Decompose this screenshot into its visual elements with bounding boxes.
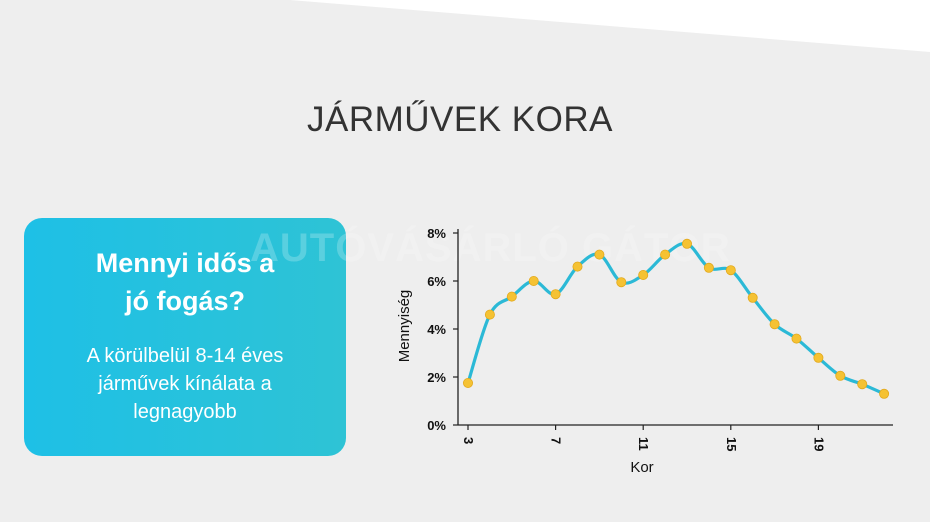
data-point xyxy=(725,265,736,276)
data-point xyxy=(682,238,693,249)
data-point xyxy=(835,370,846,381)
x-tick-label: 11 xyxy=(636,437,651,451)
series-line xyxy=(466,241,885,396)
y-tick-label: 8% xyxy=(427,226,446,241)
data-point xyxy=(462,377,473,388)
data-point xyxy=(616,277,627,288)
data-point xyxy=(638,269,649,280)
x-axis-label: Kor xyxy=(630,459,653,476)
data-point xyxy=(879,388,890,399)
data-point xyxy=(484,309,495,320)
y-tick-label: 6% xyxy=(427,274,446,289)
data-point xyxy=(528,275,539,286)
card-text-line-2: járművek kínálata a xyxy=(98,373,272,395)
y-tick-label: 2% xyxy=(427,370,446,385)
y-tick-label: 0% xyxy=(427,418,446,433)
card-text-line-3: legnagyobb xyxy=(133,401,237,423)
data-point xyxy=(747,292,758,303)
card-heading: Mennyi idős a jó fogás? xyxy=(44,244,326,320)
data-point xyxy=(813,352,824,363)
data-point xyxy=(594,249,605,260)
x-tick-label: 7 xyxy=(549,437,564,444)
x-tick-label: 3 xyxy=(461,437,476,444)
data-point xyxy=(769,319,780,330)
data-point xyxy=(572,261,583,272)
data-point xyxy=(506,291,517,302)
card-heading-line-1: Mennyi idős a xyxy=(95,248,275,278)
data-point xyxy=(791,333,802,344)
data-point xyxy=(660,249,671,260)
card-heading-line-2: jó fogás? xyxy=(125,286,245,316)
y-tick-label: 4% xyxy=(427,322,446,337)
info-card: Mennyi idős a jó fogás? A körülbelül 8-1… xyxy=(24,218,346,456)
y-axis-label: Mennyiség xyxy=(396,290,413,363)
data-point xyxy=(550,289,561,300)
x-tick-label: 15 xyxy=(724,437,739,451)
data-point xyxy=(857,379,868,390)
watermark-text: AUTÓVÁSÁRLÓ GÁTOR xyxy=(250,226,731,270)
page-title: JÁRMŰVEK KORA xyxy=(307,100,613,139)
card-text: A körülbelül 8-14 éves járművek kínálata… xyxy=(54,342,316,426)
card-text-line-1: A körülbelül 8-14 éves xyxy=(86,345,284,367)
data-point xyxy=(703,262,714,273)
x-tick-label: 19 xyxy=(811,437,826,451)
